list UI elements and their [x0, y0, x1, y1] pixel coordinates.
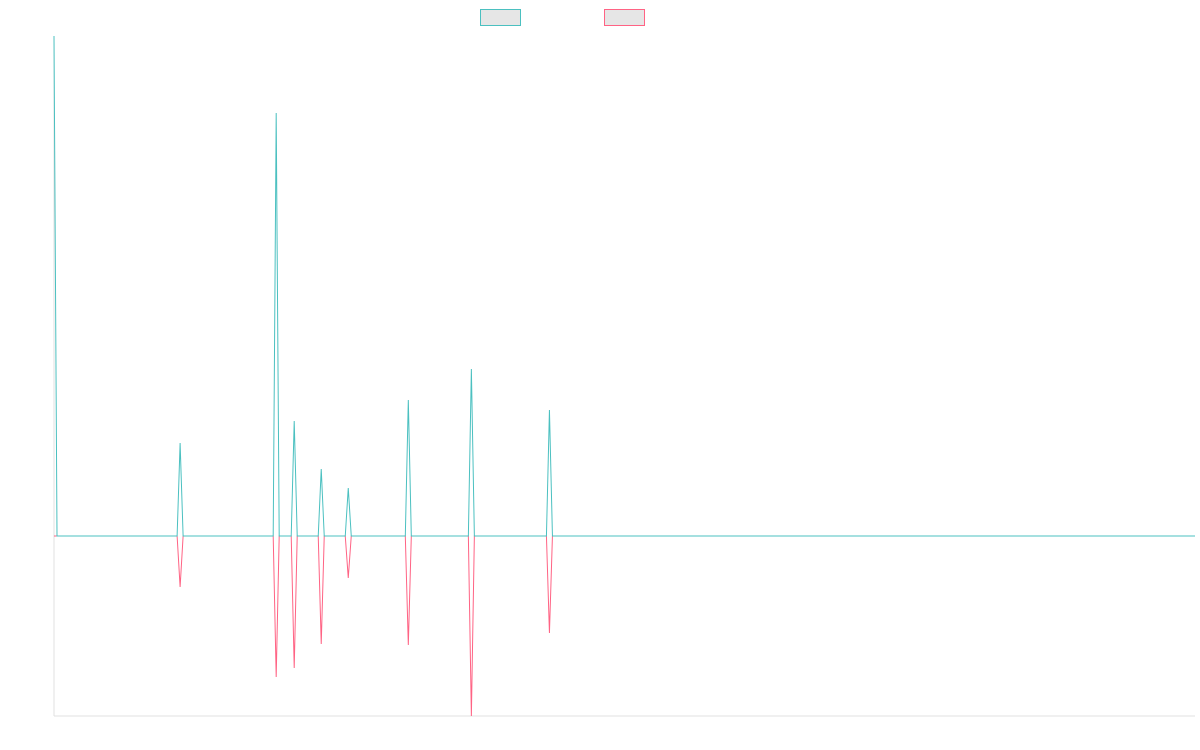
legend-swatch: [604, 9, 645, 26]
legend-swatch: [480, 9, 521, 26]
series-line: [54, 535, 1195, 717]
series-line: [53, 35, 1195, 537]
